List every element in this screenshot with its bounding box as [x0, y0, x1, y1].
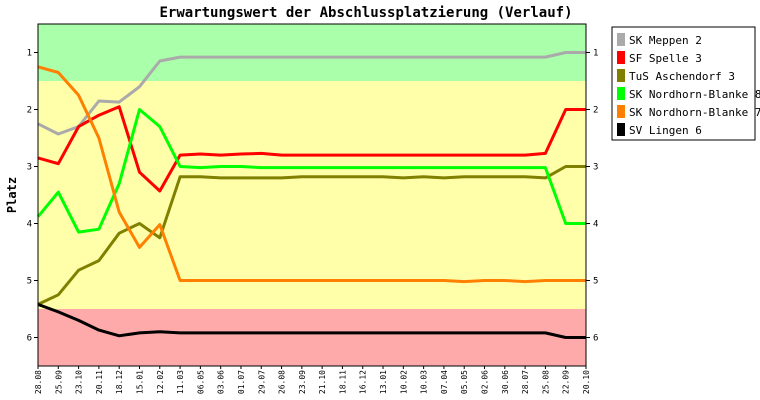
legend-label-0: SK Meppen 2 — [629, 34, 702, 47]
x-ticks-layer: 28.08 25.09 23.10 20.11 18.12 15.01 12.02 11.03… — [34, 366, 591, 394]
zone-band-1 — [38, 81, 586, 309]
x-tick-label-6: 12.02 — [156, 370, 165, 394]
x-tick-label-23: 30.06 — [501, 370, 510, 394]
legend-label-5: SV Lingen 6 — [629, 124, 702, 137]
legend-swatch-1 — [617, 51, 625, 64]
zone-band-2 — [38, 309, 586, 366]
y-tick-label-right-5: 5 — [593, 277, 598, 287]
legend-label-2: TuS Aschendorf 3 — [629, 70, 735, 83]
legend-label-1: SF Spelle 3 — [629, 52, 702, 65]
series-line-3 — [36, 108, 586, 234]
y-tick-label-left-5: 5 — [27, 277, 32, 287]
x-tick-label-3: 20.11 — [95, 370, 104, 394]
plot-frame — [37, 23, 587, 367]
x-tick-label-13: 23.09 — [298, 370, 307, 394]
y-tick-label-left-4: 4 — [27, 220, 32, 230]
x-tick-label-16: 16.12 — [359, 370, 368, 394]
legend-box — [611, 26, 756, 141]
x-tick-label-25: 25.08 — [541, 370, 550, 394]
y-tick-label-left-1: 1 — [27, 49, 32, 59]
x-tick-label-18: 10.02 — [399, 370, 408, 394]
x-tick-label-1: 25.09 — [54, 370, 63, 394]
x-tick-label-27: 20.10 — [582, 370, 591, 394]
x-tick-label-20: 07.04 — [440, 370, 449, 394]
zone-band-0 — [38, 24, 586, 81]
legend-swatch-0 — [617, 33, 625, 46]
y-tick-label-left-2: 2 — [27, 106, 32, 116]
y-tick-label-right-6: 6 — [593, 334, 598, 344]
x-tick-label-26: 22.09 — [562, 370, 571, 394]
legend-label-4: SK Nordhorn-Blanke 7 — [629, 106, 760, 119]
y-axis-label: Platz — [5, 177, 19, 213]
zones-layer — [38, 24, 586, 366]
series-line-0 — [37, 51, 586, 136]
x-tick-label-7: 11.03 — [176, 370, 185, 394]
legend-swatch-4 — [617, 105, 625, 118]
x-tick-label-22: 02.06 — [481, 370, 490, 394]
chart-title: Erwartungswert der Abschlussplatzierung … — [159, 5, 572, 21]
x-tick-label-4: 18.12 — [115, 370, 124, 394]
x-tick-label-17: 13.01 — [379, 370, 388, 394]
series-line-5 — [37, 302, 586, 339]
x-tick-label-9: 03.06 — [217, 370, 226, 394]
x-tick-label-24: 28.07 — [521, 370, 530, 394]
x-tick-label-2: 23.10 — [75, 370, 84, 394]
y-tick-label-left-6: 6 — [27, 334, 32, 344]
legend-label-3: SK Nordhorn-Blanke 8 — [629, 88, 760, 101]
x-tick-label-21: 05.05 — [460, 370, 469, 394]
x-tick-label-12: 26.08 — [278, 370, 287, 394]
x-tick-label-0: 28.08 — [34, 370, 43, 394]
series-line-1 — [37, 105, 586, 193]
legend-items: SK Meppen 2 SF Spelle 3 TuS Aschendorf 3 SK… — [617, 33, 760, 137]
y-tick-label-right-4: 4 — [593, 220, 598, 230]
x-tick-label-8: 06.05 — [196, 370, 205, 394]
x-tick-label-15: 18.11 — [338, 370, 347, 394]
y-tick-label-right-3: 3 — [593, 163, 598, 173]
x-tick-label-10: 01.07 — [237, 370, 246, 394]
legend-swatch-5 — [617, 123, 625, 136]
legend-swatch-2 — [617, 69, 625, 82]
x-tick-label-14: 21.10 — [318, 370, 327, 394]
x-tick-label-5: 15.01 — [136, 370, 145, 394]
x-tick-label-11: 29.07 — [257, 370, 266, 394]
y-ticks-layer: 1 1 2 2 3 3 4 4 5 5 6 6 — [27, 49, 599, 344]
lines-layer — [36, 51, 586, 339]
series-line-4 — [37, 65, 586, 284]
y-tick-label-right-1: 1 — [593, 49, 598, 59]
x-tick-label-19: 10.03 — [420, 370, 429, 394]
legend-swatch-3 — [617, 87, 625, 100]
y-tick-label-left-3: 3 — [27, 163, 32, 173]
legend: SK Meppen 2 SF Spelle 3 TuS Aschendorf 3 SK… — [611, 26, 760, 141]
y-tick-label-right-2: 2 — [593, 106, 598, 116]
